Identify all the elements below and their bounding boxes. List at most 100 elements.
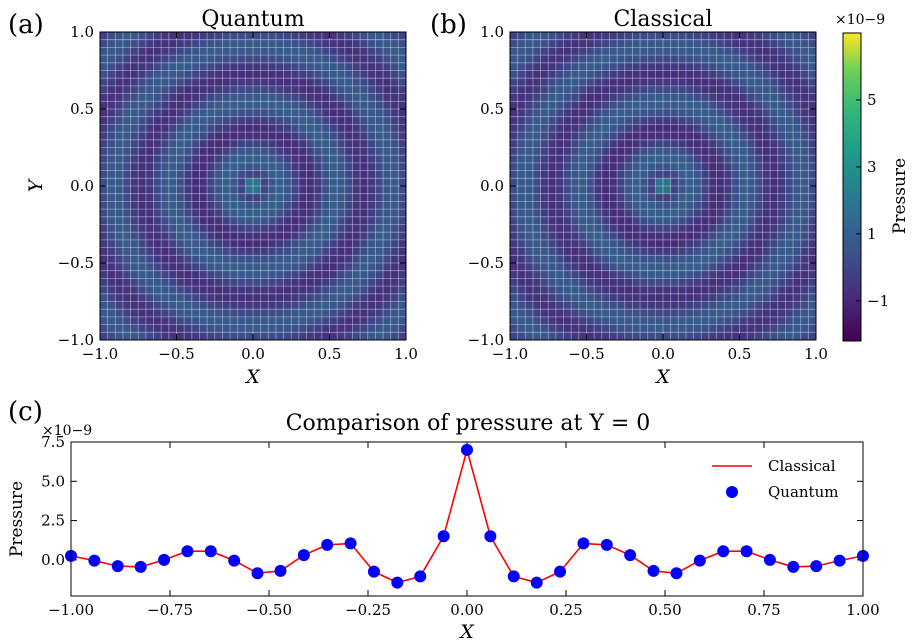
heatmap-cell — [571, 247, 580, 256]
heatmap-cell — [525, 232, 534, 241]
heatmap-cell — [632, 278, 641, 287]
heatmap-cell — [693, 224, 702, 233]
heatmap-cell — [344, 332, 353, 341]
heatmap-cell — [594, 301, 603, 310]
heatmap-cell — [321, 286, 330, 295]
heatmap-cell — [122, 216, 131, 225]
heatmap-cell — [517, 201, 526, 210]
heatmap-cell — [207, 301, 216, 310]
heatmap-cell — [176, 201, 185, 210]
heatmap-cell — [398, 324, 407, 333]
heatmap-cell — [214, 147, 223, 156]
heatmap-cell — [777, 278, 786, 287]
heatmap-cell — [517, 293, 526, 302]
heatmap-cell — [731, 124, 740, 133]
heatmap-cell — [237, 147, 246, 156]
heatmap-cell — [222, 193, 231, 202]
heatmap-cell — [510, 78, 519, 87]
heatmap-cell — [291, 201, 300, 210]
heatmap-cell — [655, 309, 664, 318]
heatmap-cell — [693, 247, 702, 256]
heatmap-cell — [222, 109, 231, 118]
x-tick-label: 0.75 — [747, 601, 780, 619]
heatmap-cell — [793, 70, 802, 79]
heatmap-cell — [214, 186, 223, 195]
heatmap-cell — [161, 316, 170, 325]
heatmap-cell — [617, 316, 626, 325]
heatmap-cell — [747, 147, 756, 156]
heatmap-cell — [207, 139, 216, 148]
heatmap-cell — [260, 147, 269, 156]
heatmap-cell — [260, 286, 269, 295]
heatmap-cell — [793, 124, 802, 133]
heatmap-cell — [344, 216, 353, 225]
x-tick-label: 0.50 — [648, 601, 681, 619]
heatmap-cell — [678, 101, 687, 110]
heatmap-cell — [555, 247, 564, 256]
heatmap-cell — [586, 162, 595, 171]
quantum-point — [158, 553, 171, 566]
heatmap-cell — [678, 232, 687, 241]
heatmap-cell — [145, 293, 154, 302]
heatmap-cell — [337, 39, 346, 48]
heatmap-cell — [655, 270, 664, 279]
heatmap-cell — [191, 278, 200, 287]
heatmap-cell — [601, 255, 610, 264]
heatmap-cell — [693, 316, 702, 325]
heatmap-cell — [153, 193, 162, 202]
heatmap-cell — [739, 232, 748, 241]
heatmap-cell — [138, 270, 147, 279]
heatmap-cell — [344, 85, 353, 94]
heatmap-cell — [747, 93, 756, 102]
heatmap-cell — [563, 39, 572, 48]
heatmap-cell — [383, 101, 392, 110]
heatmap-cell — [609, 186, 618, 195]
heatmap-cell — [762, 201, 771, 210]
heatmap-cell — [214, 263, 223, 272]
heatmap-cell — [632, 201, 641, 210]
heatmap-cell — [540, 209, 549, 218]
heatmap-cell — [670, 247, 679, 256]
heatmap-cell — [314, 263, 323, 272]
heatmap-cell — [525, 270, 534, 279]
heatmap-cell — [107, 278, 116, 287]
heatmap-cell — [685, 324, 694, 333]
heatmap-cell — [731, 186, 740, 195]
heatmap-cell — [754, 78, 763, 87]
heatmap-cell — [222, 201, 231, 210]
heatmap-cell — [640, 147, 649, 156]
heatmap-cell — [306, 293, 315, 302]
heatmap-cell — [207, 193, 216, 202]
heatmap-cell — [390, 116, 399, 125]
heatmap-cell — [685, 263, 694, 272]
heatmap-cell — [291, 270, 300, 279]
heatmap-cell — [283, 193, 292, 202]
heatmap-cell — [670, 224, 679, 233]
heatmap-cell — [701, 162, 710, 171]
heatmap-cell — [283, 186, 292, 195]
heatmap-cell — [701, 216, 710, 225]
heatmap-cell — [130, 85, 139, 94]
heatmap-cell — [107, 162, 116, 171]
panel-c-xlabel: X — [458, 621, 475, 643]
heatmap-cell — [383, 178, 392, 187]
heatmap-cell — [517, 78, 526, 87]
heatmap-cell — [207, 270, 216, 279]
heatmap-cell — [770, 239, 779, 248]
heatmap-cell — [647, 216, 656, 225]
heatmap-cell — [100, 263, 109, 272]
heatmap-cell — [245, 39, 254, 48]
heatmap-cell — [390, 93, 399, 102]
heatmap-cell — [122, 178, 131, 187]
heatmap-cell — [601, 124, 610, 133]
heatmap-cell — [793, 101, 802, 110]
heatmap-cell — [571, 301, 580, 310]
heatmap-cell — [540, 47, 549, 56]
heatmap-cell — [578, 201, 587, 210]
heatmap-cell — [785, 32, 794, 41]
heatmap-cell — [337, 93, 346, 102]
heatmap-cell — [754, 263, 763, 272]
heatmap-cell — [731, 293, 740, 302]
heatmap-cell — [586, 55, 595, 64]
heatmap-cell — [329, 301, 338, 310]
